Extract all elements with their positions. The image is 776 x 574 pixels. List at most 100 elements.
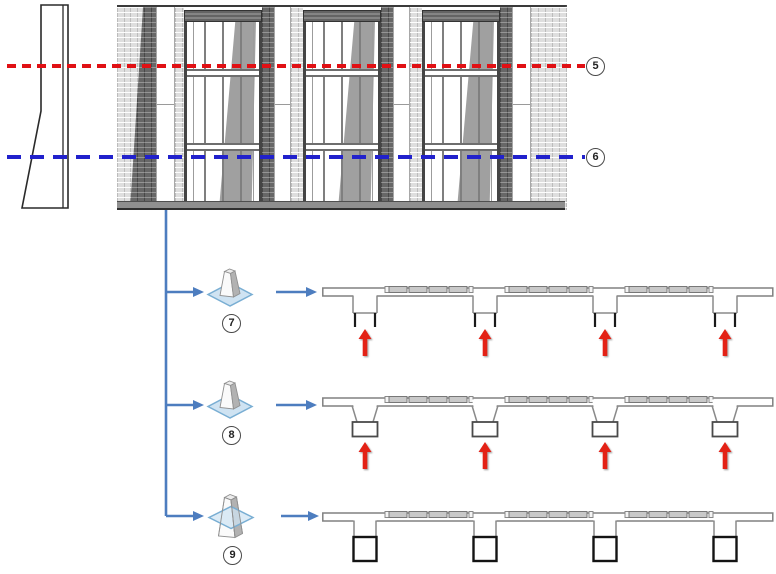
pier-cut-straight	[593, 520, 617, 537]
cut-plane-line-5	[7, 64, 585, 68]
label-plane-6: 6	[586, 148, 605, 167]
pier-cut-straight	[473, 520, 497, 537]
glazing-cut-pane	[528, 286, 548, 293]
cut-plane-mid	[207, 505, 255, 530]
glazing-cut-pane	[408, 396, 428, 403]
cut-plane-icon-9	[207, 494, 255, 539]
white-strip	[512, 7, 531, 210]
glazing-cut-pane	[428, 511, 448, 518]
mullion	[341, 22, 343, 206]
window-header	[422, 10, 500, 22]
pier-box	[471, 421, 499, 438]
glazing-cut-pane	[548, 286, 568, 293]
casement-line	[430, 22, 432, 206]
transom-upper	[425, 69, 497, 77]
pier-cut-straight	[713, 520, 737, 537]
pier-cut-straight	[353, 520, 377, 537]
pier-box-bold	[352, 535, 378, 563]
arrowhead	[193, 511, 204, 521]
window-header	[184, 10, 262, 22]
massing-form	[219, 380, 241, 410]
window-elevation	[184, 7, 262, 210]
massing-edges	[218, 496, 243, 538]
white-strip	[393, 7, 410, 210]
glazing-cut-pane	[548, 511, 568, 518]
glazing-cut-pane	[648, 511, 668, 518]
glazing-cut-pane	[668, 396, 688, 403]
glazing-cut-pane	[508, 286, 528, 293]
arrowhead	[306, 287, 317, 297]
massing-form	[219, 268, 241, 298]
glazing-cut-pane	[688, 286, 708, 293]
highlight-arrow	[478, 442, 492, 469]
transom-upper	[187, 69, 259, 77]
highlight-arrow	[718, 442, 732, 469]
pier-cut-taper	[351, 405, 379, 423]
glazing-cut-pane	[508, 396, 528, 403]
highlight-arrow	[718, 329, 732, 356]
plan-view-7	[322, 285, 774, 366]
white-strip	[274, 7, 291, 210]
arrowhead	[193, 287, 204, 297]
glazing-cut-pane	[388, 286, 408, 293]
window-header	[303, 10, 381, 22]
brick-pier	[531, 7, 567, 210]
casement-line	[490, 22, 492, 206]
glazing-cut-pane	[428, 396, 448, 403]
glazing-cut-pane	[688, 396, 708, 403]
brick-reveal	[175, 7, 184, 210]
highlight-arrow	[478, 329, 492, 356]
label-view-8: 8	[222, 426, 241, 445]
glazing-cut-pane	[568, 286, 588, 293]
mullion	[204, 22, 206, 206]
jamb-ticks	[593, 313, 617, 327]
glazing-cut-pane	[628, 511, 648, 518]
glazing-cut-pane	[388, 396, 408, 403]
glazing-cut-pane	[388, 511, 408, 518]
plan-view-8	[322, 395, 774, 479]
casement-line	[252, 22, 254, 206]
wall-band-cut	[322, 287, 774, 297]
glazing-cut-pane	[668, 511, 688, 518]
arrowhead	[306, 400, 317, 410]
casement-line	[311, 22, 313, 206]
pier-box	[591, 421, 619, 438]
mullion	[323, 22, 325, 206]
brick-pier	[291, 7, 303, 210]
jamb-ticks	[473, 313, 497, 327]
label-view-9: 9	[223, 546, 242, 565]
pier-cut-open	[352, 296, 378, 314]
mullion	[478, 22, 480, 206]
glazing-cut-pane	[628, 396, 648, 403]
pier-cut-open	[712, 296, 738, 314]
window-elevation	[303, 7, 381, 210]
glazing-cut-pane	[628, 286, 648, 293]
plan-row-svg	[322, 286, 774, 356]
pier-box-bold	[472, 535, 498, 563]
band-tick	[275, 104, 290, 105]
glazing-cut-pane	[448, 511, 468, 518]
glazing-cut-pane	[408, 511, 428, 518]
jamb-ticks	[713, 313, 737, 327]
mullion	[222, 22, 224, 206]
band-tick	[157, 104, 174, 105]
glazing-cut-pane	[668, 286, 688, 293]
pier-cut-open	[472, 296, 498, 314]
pier-shadow	[381, 7, 393, 210]
glazing-cut-pane	[548, 396, 568, 403]
pier-box	[351, 421, 379, 438]
mullion	[240, 22, 242, 206]
label-view-7: 7	[222, 314, 241, 333]
mullion	[359, 22, 361, 206]
cut-plane-icon-7	[206, 268, 254, 307]
casement-line	[371, 22, 373, 206]
glazing-cut-pane	[688, 511, 708, 518]
glazing-cut-pane	[648, 286, 668, 293]
pier-cut-taper	[591, 405, 619, 423]
jamb-ticks	[353, 313, 377, 327]
label-plane-5: 5	[586, 57, 605, 76]
elevation-base-band	[117, 201, 565, 210]
white-strip	[156, 7, 175, 210]
